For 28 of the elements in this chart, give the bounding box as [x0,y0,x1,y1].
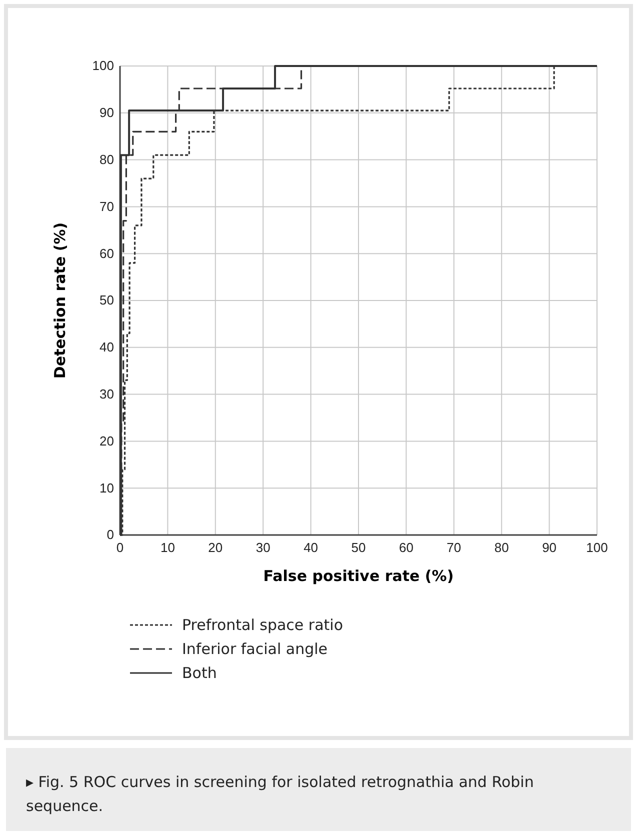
x-tick-label: 30 [256,540,270,556]
legend-label: Both [182,664,217,682]
y-tick-label: 90 [100,105,114,120]
y-axis-title: Detection rate (%) [51,222,69,379]
y-tick-label: 10 [100,480,114,496]
x-tick-label: 40 [304,540,318,556]
legend-label: Inferior facial angle [182,640,328,658]
legend-label: Prefrontal space ratio [182,616,344,634]
x-tick-label: 90 [542,540,557,556]
x-tick-label: 10 [160,540,175,556]
y-tick-label: 80 [100,152,114,167]
y-tick-label: 100 [92,58,114,74]
y-tick-label: 20 [100,433,114,448]
x-tick-label: 20 [208,540,223,556]
y-tick-label: 0 [106,527,114,542]
x-tick-label: 100 [586,540,608,556]
x-tick-label: 0 [116,540,124,556]
x-tick-label: 70 [446,540,462,556]
y-tick-label: 40 [100,340,114,355]
x-tick-label: 80 [494,540,509,556]
x-tick-label: 60 [398,540,414,556]
y-tick-label: 50 [100,292,114,308]
x-tick-label: 50 [351,540,366,556]
y-tick-label: 70 [100,198,114,214]
y-tick-label: 30 [100,386,114,402]
x-axis-title: False positive rate (%) [263,567,454,585]
y-tick-label: 60 [100,246,114,261]
text: ▸ Fig. 5 ROC curves in screening for isolated retrognathia and Robin sequence. [26,772,535,817]
